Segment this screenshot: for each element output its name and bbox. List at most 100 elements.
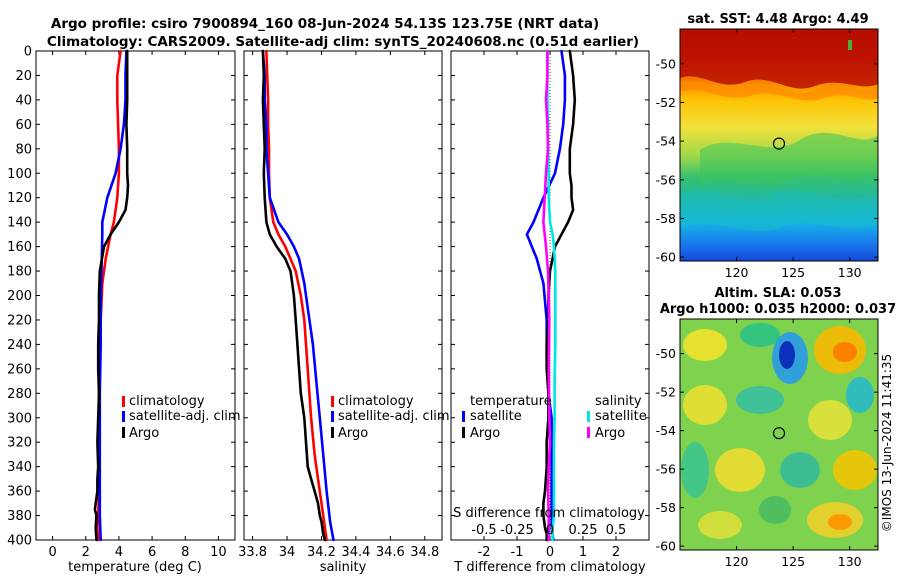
x-tick-label: 34.4 xyxy=(341,545,370,560)
legend-s-satellite-swatch xyxy=(587,411,590,422)
map-x-tick-label: 130 xyxy=(838,554,862,569)
x-tick-label: 34 xyxy=(279,545,296,560)
sla-blob xyxy=(681,442,709,498)
legend-climatology-swatch xyxy=(122,396,125,407)
temperature-plot-frame xyxy=(35,50,236,541)
temperature-legend: climatology satellite-adj. clim Argo xyxy=(122,394,241,441)
x-tick-label: 2 xyxy=(612,545,620,560)
sla-heatmap xyxy=(680,319,878,550)
legend-argo-label: Argo xyxy=(129,426,159,441)
y-tick-label: 260 xyxy=(7,362,32,377)
sla-blob xyxy=(740,323,780,347)
map-y-tick-label: -56 xyxy=(656,462,676,477)
series-argo-line xyxy=(93,49,130,542)
series-satellite-adj-clim-line xyxy=(261,49,335,542)
map-y-tick-label: -58 xyxy=(656,500,676,515)
y-tick-label: 180 xyxy=(7,265,32,280)
map-y-tick-label: -50 xyxy=(656,346,676,361)
y-tick-label: 0 xyxy=(24,45,32,60)
sla-map-subtitle: Argo h1000: 0.035 h2000: 0.037 xyxy=(660,302,896,317)
x-tick-label: 34.2 xyxy=(307,545,336,560)
t-difference-xlabel: T difference from climatology xyxy=(453,560,646,575)
sla-blob xyxy=(828,514,852,530)
difference-legend: temperature salinity satellite Argo sate… xyxy=(462,394,647,441)
map-x-tick-label: 130 xyxy=(838,265,862,280)
x-tick-label: 0 xyxy=(546,545,554,560)
sla-blob xyxy=(780,452,820,488)
y-tick-label: 200 xyxy=(7,289,32,304)
map-x-tick-label: 120 xyxy=(725,554,749,569)
s-difference-label: S difference from climatology xyxy=(453,506,645,521)
map-x-tick-label: 125 xyxy=(781,554,805,569)
series-t-satellite-line xyxy=(525,49,567,542)
sst-green-swirl xyxy=(700,132,878,185)
sst-map-title: sat. SST: 4.48 Argo: 4.49 xyxy=(687,12,868,27)
x-tick-label: 8 xyxy=(181,545,189,560)
x-tick-label: 34.8 xyxy=(410,545,439,560)
y-tick-label: 100 xyxy=(7,167,32,182)
y-tick-label: 40 xyxy=(15,93,32,108)
legend-t-satellite-label: satellite xyxy=(470,409,522,424)
y-tick-label: 400 xyxy=(7,534,32,549)
series-s-argo-line xyxy=(542,49,552,542)
sst-teal-swirl xyxy=(680,190,878,232)
sst-orange-band xyxy=(680,80,878,101)
sst-land-mask xyxy=(848,40,852,50)
sla-argo-marker xyxy=(772,427,786,440)
s-diff-tick-label: 0 xyxy=(546,523,554,538)
legend-argo-label: Argo xyxy=(338,426,368,441)
x-tick-label: 0 xyxy=(48,545,56,560)
legend-satellite-label: satellite-adj. clim xyxy=(338,409,450,424)
salinity-plot-frame xyxy=(243,50,443,541)
sla-blob xyxy=(683,329,727,361)
legend-argo-swatch xyxy=(122,427,125,438)
sla-blob xyxy=(715,448,765,492)
legend-s-argo-swatch xyxy=(587,427,590,438)
sla-blob xyxy=(736,386,784,414)
sla-map-title: Altim. SLA: 0.053 xyxy=(715,286,842,301)
salinity-xlabel: salinity xyxy=(320,560,367,575)
x-tick-label: 34.6 xyxy=(376,545,405,560)
sla-map-panel: Altim. SLA: 0.053 Argo h1000: 0.035 h200… xyxy=(656,286,897,569)
legend-t-satellite-swatch xyxy=(462,411,465,422)
series-climatology-line xyxy=(265,49,328,542)
x-tick-label: 4 xyxy=(115,545,123,560)
legend-climatology-label: climatology xyxy=(338,394,414,409)
map-y-tick-label: -58 xyxy=(656,211,676,226)
series-argo-line xyxy=(261,49,327,542)
legend-climatology-label: climatology xyxy=(129,394,205,409)
map-y-tick-label: -50 xyxy=(656,56,676,71)
legend-satellite-label: satellite-adj. clim xyxy=(129,409,241,424)
x-tick-label: 6 xyxy=(148,545,156,560)
map-y-tick-label: -60 xyxy=(656,250,676,265)
map-y-tick-label: -52 xyxy=(656,95,676,110)
x-tick-label: 10 xyxy=(210,545,227,560)
y-tick-label: 80 xyxy=(15,142,32,157)
x-tick-label: -1 xyxy=(511,545,524,560)
y-tick-label: 320 xyxy=(7,436,32,451)
y-tick-label: 20 xyxy=(15,69,32,84)
salinity-panel: 33.8 34 34.2 34.4 34.6 34.8 salinity climatol… xyxy=(238,49,450,575)
sst-map-frame xyxy=(679,28,879,262)
legend-argo-swatch xyxy=(331,427,334,438)
map-y-tick-label: -60 xyxy=(656,539,676,554)
sla-blob xyxy=(808,400,852,440)
sla-blob xyxy=(683,385,727,425)
y-tick-label: 360 xyxy=(7,485,32,500)
salinity-legend: climatology satellite-adj. clim Argo xyxy=(331,394,450,441)
y-tick-label: 60 xyxy=(15,118,32,133)
map-y-tick-label: -52 xyxy=(656,385,676,400)
sst-argo-marker xyxy=(772,137,786,150)
legend-satellite-swatch xyxy=(122,411,125,422)
difference-panel: -2 -1 0 1 2 S difference from climatology -0… xyxy=(450,49,650,575)
sla-blob xyxy=(698,511,742,539)
x-tick-label: -2 xyxy=(478,545,491,560)
legend-salinity-header: salinity xyxy=(595,394,642,409)
y-tick-label: 220 xyxy=(7,313,32,328)
map-x-tick-label: 125 xyxy=(781,265,805,280)
legend-climatology-swatch xyxy=(331,396,334,407)
y-tick-label: 160 xyxy=(7,240,32,255)
x-tick-label: 2 xyxy=(82,545,90,560)
y-tick-label: 380 xyxy=(7,509,32,524)
